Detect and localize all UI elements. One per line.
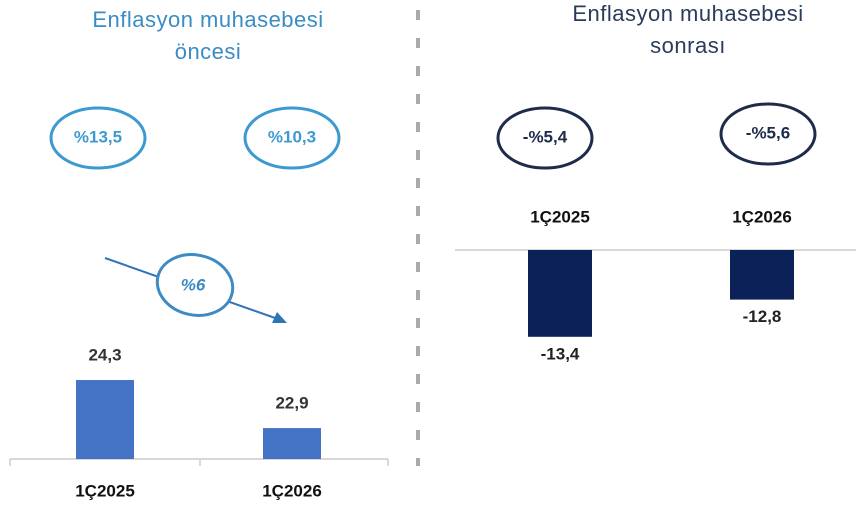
x-tick-label: 1Ç2025 bbox=[530, 207, 590, 226]
arrow-head bbox=[272, 312, 287, 323]
bar bbox=[263, 428, 321, 459]
value-label: 22,9 bbox=[275, 394, 308, 413]
chart-title: Enflasyon muhasebesi sonrası bbox=[572, 1, 804, 58]
growth-label: -%5,4 bbox=[523, 127, 568, 146]
x-tick-label: 1Ç2026 bbox=[732, 207, 792, 226]
value-label: -13,4 bbox=[541, 344, 580, 363]
growth-badge bbox=[243, 106, 341, 170]
change-badge bbox=[155, 253, 235, 317]
bar bbox=[730, 250, 794, 300]
x-tick-label: 1Ç2025 bbox=[75, 481, 135, 500]
growth-label: %13,5 bbox=[74, 127, 122, 146]
value-label: 24,3 bbox=[88, 346, 121, 365]
growth-badge bbox=[49, 106, 147, 170]
growth-badge bbox=[496, 106, 594, 170]
bar bbox=[528, 250, 592, 337]
bar bbox=[76, 380, 134, 459]
value-label: -12,8 bbox=[743, 307, 782, 326]
change-label: %6 bbox=[181, 275, 206, 294]
x-tick-label: 1Ç2026 bbox=[262, 481, 322, 500]
growth-label: -%5,6 bbox=[746, 123, 790, 142]
growth-label: %10,3 bbox=[268, 127, 316, 146]
chart-title: Enflasyon muhasebesi öncesi bbox=[92, 7, 324, 64]
growth-badge bbox=[719, 102, 817, 166]
